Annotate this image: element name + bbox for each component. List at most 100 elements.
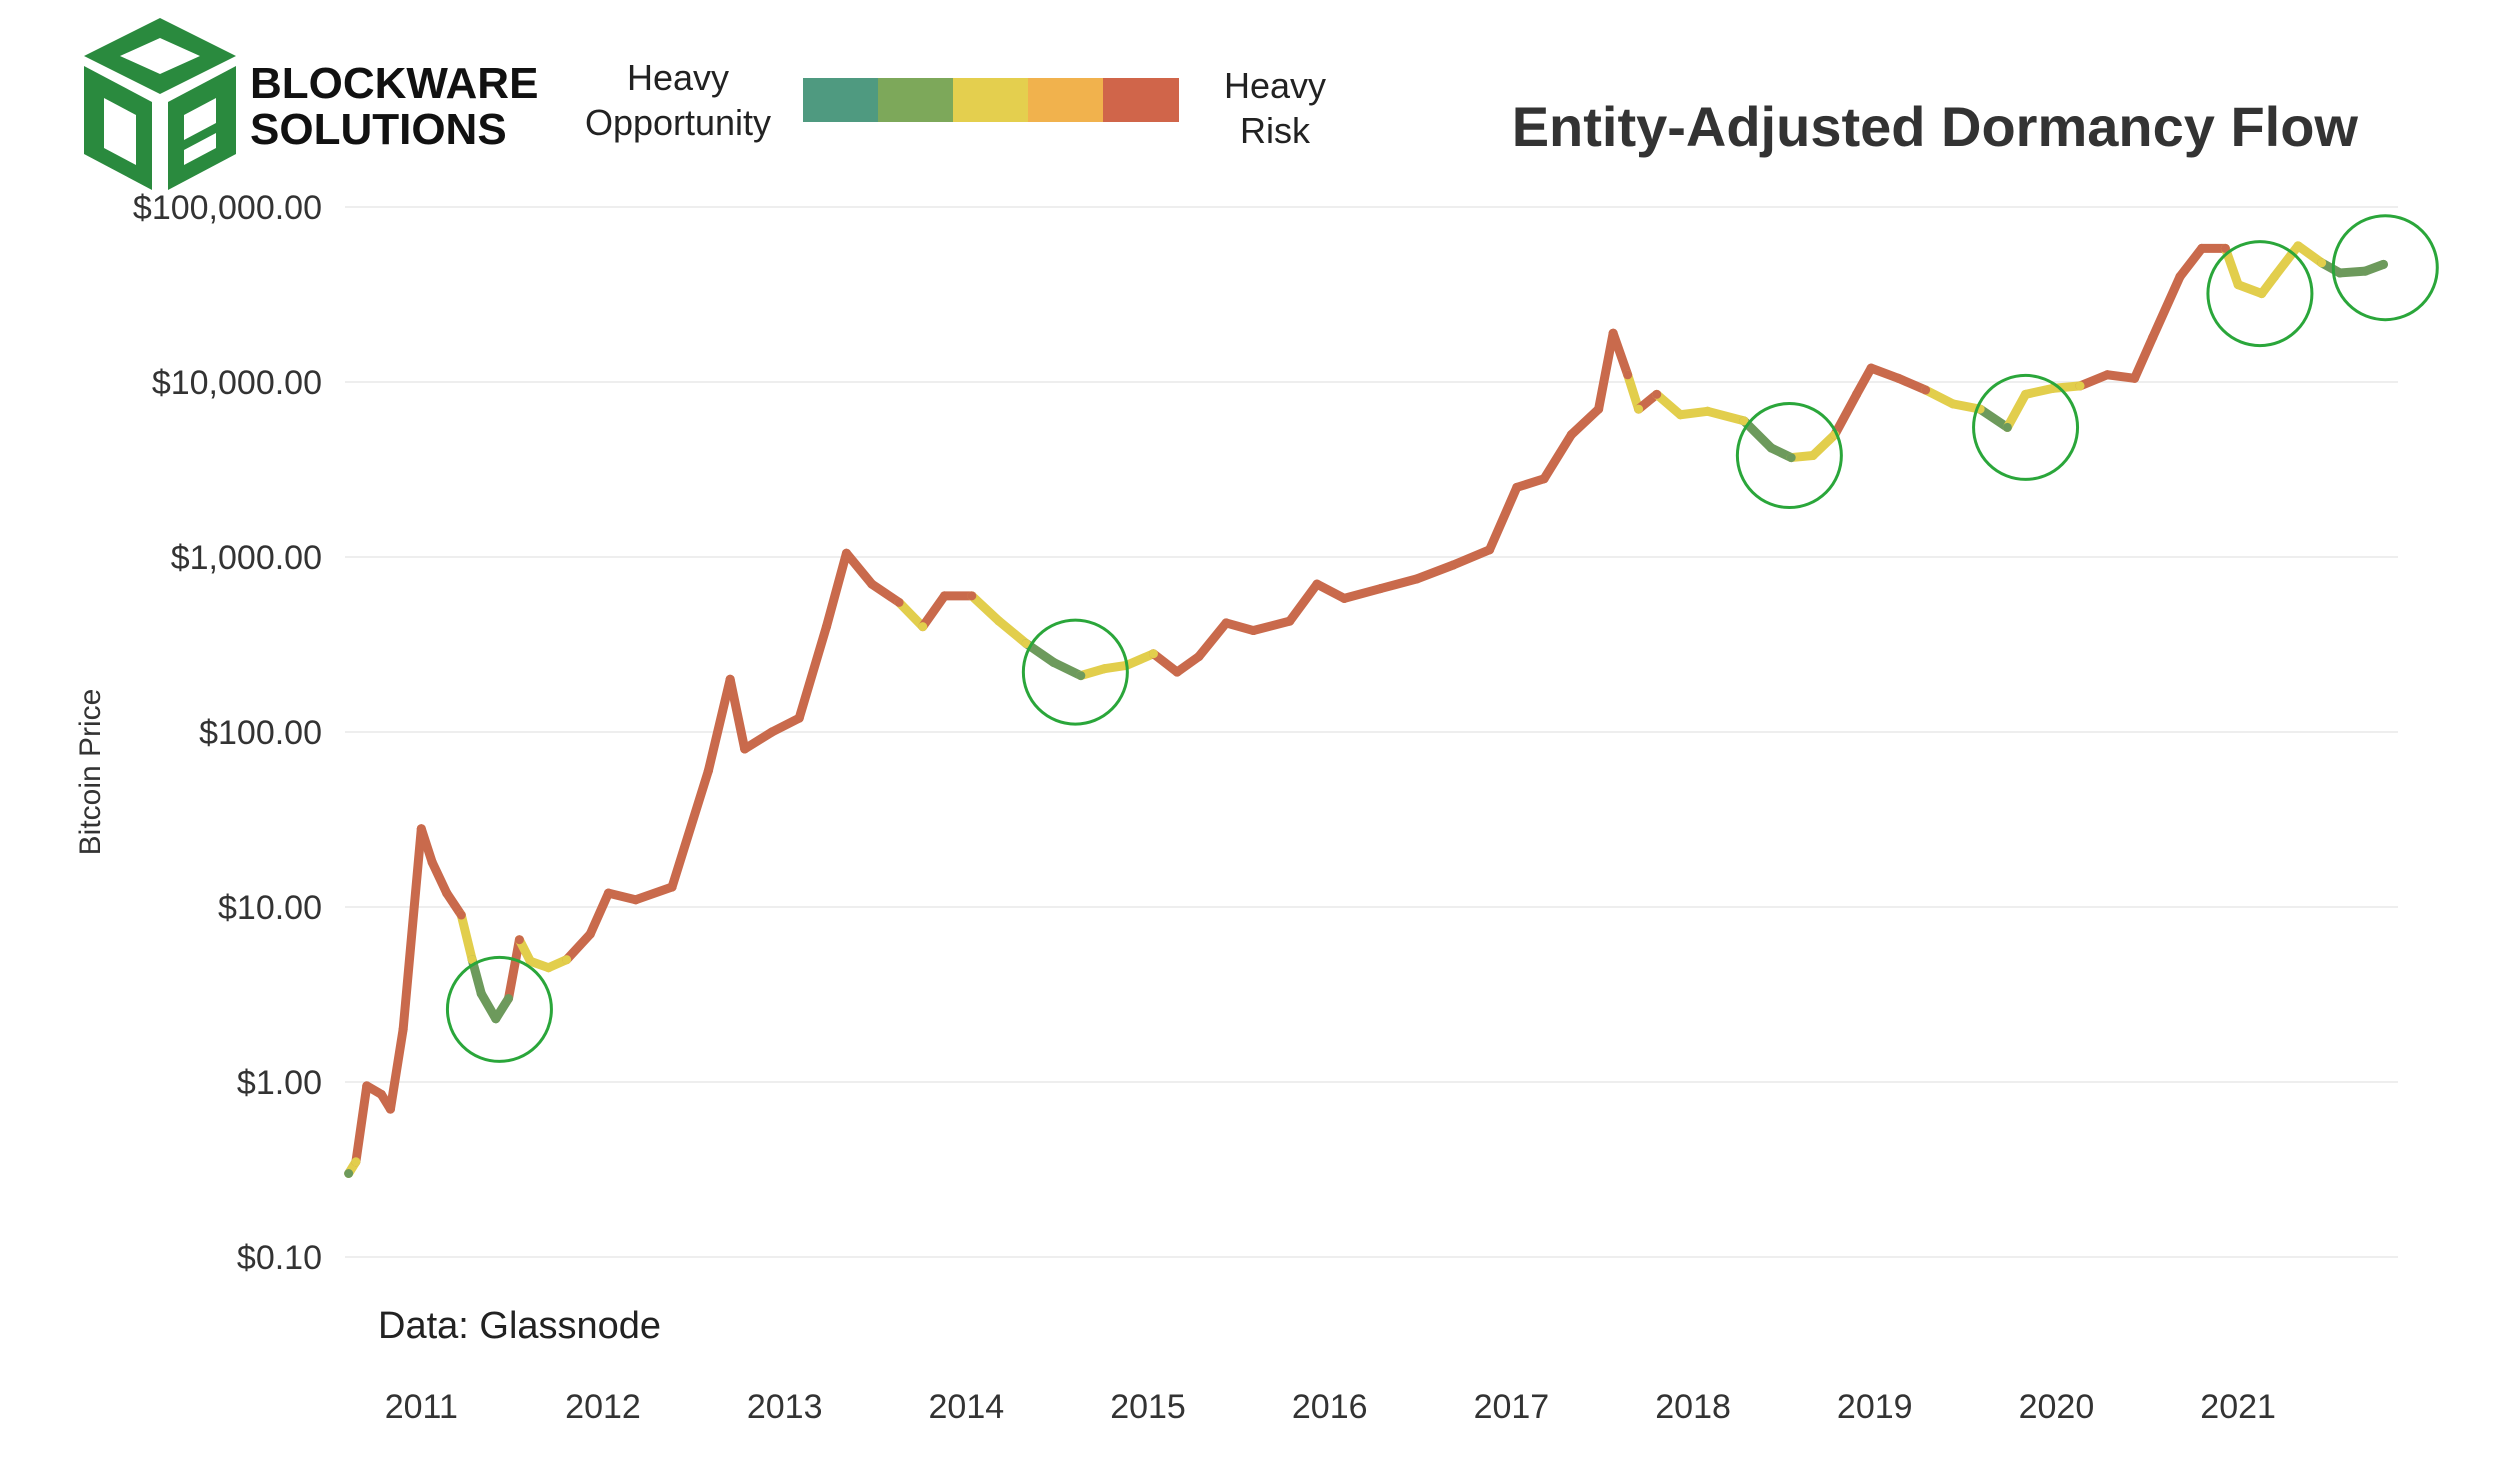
- x-tick-label: 2019: [1837, 1388, 1913, 1426]
- price-segment-risk: [821, 548, 851, 632]
- price-point: [1566, 430, 1576, 440]
- price-point: [1539, 474, 1549, 484]
- y-tick-label: $100.00: [199, 714, 322, 752]
- price-point: [1948, 399, 1958, 409]
- price-point: [525, 956, 535, 966]
- x-tick-label: 2018: [1655, 1388, 1731, 1426]
- price-segment-neutral: [994, 616, 1031, 649]
- price-segment-neutral: [2293, 241, 2327, 268]
- price-segment-risk: [1852, 363, 1876, 399]
- price-point: [1608, 328, 1618, 338]
- price-point: [1808, 451, 1818, 461]
- price-segment-risk: [1412, 560, 1458, 584]
- x-tick-label: 2011: [385, 1388, 458, 1426]
- x-tick-label: 2015: [1110, 1388, 1186, 1426]
- price-point: [667, 882, 677, 892]
- price-point: [2378, 259, 2388, 269]
- price-point: [967, 591, 977, 601]
- price-segment-risk: [703, 674, 735, 776]
- price-point: [362, 1081, 372, 1091]
- price-point: [1634, 404, 1644, 414]
- price-segment-risk: [1312, 579, 1349, 603]
- legend-swatch-3: [1028, 78, 1104, 122]
- price-point: [543, 963, 553, 973]
- price-segment-neutral: [1921, 385, 1958, 409]
- price-segment-risk: [385, 1024, 408, 1114]
- price-segment-neutral: [967, 591, 1004, 626]
- gridlines: [345, 206, 2398, 1258]
- price-point: [918, 622, 928, 632]
- price-point: [504, 994, 514, 1004]
- price-point: [2220, 243, 2230, 253]
- legend-left-label-2: Opportunity: [585, 102, 771, 143]
- price-point: [1893, 373, 1903, 383]
- price-point: [1021, 639, 1031, 649]
- x-tick-label: 2012: [565, 1388, 641, 1426]
- x-tick-label: 2016: [1292, 1388, 1368, 1426]
- price-segment-neutral: [1675, 406, 1713, 420]
- price-point: [821, 622, 831, 632]
- price-point: [2075, 381, 2085, 391]
- price-point: [514, 935, 524, 945]
- y-tick-label: $10,000.00: [152, 364, 322, 402]
- price-segment-risk: [416, 824, 437, 867]
- price-segment-risk: [2102, 370, 2140, 383]
- price-point: [1675, 410, 1685, 420]
- price-point: [385, 1104, 395, 1114]
- price-segment-risk: [1285, 579, 1322, 626]
- price-segment-neutral: [1948, 399, 1985, 414]
- price-point: [1148, 649, 1158, 659]
- price-segment-risk: [1539, 430, 1576, 484]
- price-point: [794, 713, 804, 723]
- price-segment-neutral: [1652, 389, 1685, 420]
- price-point: [585, 929, 595, 939]
- price-segment-risk: [1830, 389, 1862, 440]
- legend-swatch-1: [878, 78, 954, 122]
- price-point: [2102, 370, 2112, 380]
- y-tick-label: $1.00: [237, 1064, 322, 1102]
- price-segment-risk: [867, 579, 904, 607]
- legend-swatch-2: [953, 78, 1029, 122]
- legend-color-bar: [803, 78, 1179, 122]
- price-point: [1766, 443, 1776, 453]
- x-tick-label: 2013: [747, 1388, 823, 1426]
- opportunity-circle-1: [1021, 618, 1129, 726]
- y-tick-label: $0.10: [237, 1239, 322, 1277]
- price-point: [491, 1014, 501, 1024]
- price-segment-neutral: [1121, 649, 1158, 670]
- price-segment-risk: [667, 766, 713, 892]
- legend-right-label-2: Risk: [1240, 110, 1311, 151]
- price-point: [1194, 652, 1204, 662]
- price-point: [1512, 482, 1522, 492]
- x-tick-label: 2014: [929, 1388, 1005, 1426]
- price-segment-neutral: [1703, 406, 1749, 426]
- price-segment-risk: [631, 882, 677, 905]
- price-point: [1049, 657, 1059, 667]
- price-point: [467, 955, 477, 965]
- price-point: [940, 591, 950, 601]
- price-segment-risk: [740, 727, 777, 754]
- price-segment-risk: [1248, 616, 1295, 636]
- price-segment-neutral: [2021, 383, 2058, 399]
- opportunity-circles: [445, 214, 2439, 1063]
- x-tick-label: 2017: [1474, 1388, 1550, 1426]
- price-point: [1221, 618, 1231, 628]
- x-tick-label: 2020: [2019, 1388, 2095, 1426]
- price-segment-neutral: [894, 597, 928, 632]
- x-axis-ticks: 2011 2012 2013 2014 2015 2016 2017 2018 2019 2020…: [385, 1388, 2276, 1426]
- price-segment-risk: [1608, 328, 1633, 380]
- price-point: [476, 989, 486, 999]
- price-point: [2317, 258, 2327, 268]
- price-segment-opportunity: [1049, 657, 1086, 681]
- y-axis-ticks: $0.10 $1.00 $10.00 $100.00 $1,000.00 $10,000.…: [133, 189, 322, 1277]
- y-tick-label: $10.00: [218, 889, 322, 927]
- logo-line-1: BLOCKWARE: [250, 59, 538, 108]
- price-series: [344, 241, 2388, 1179]
- price-point: [1921, 385, 1931, 395]
- price-point: [1376, 584, 1386, 594]
- price-segment-risk: [1893, 373, 1931, 395]
- price-point: [1623, 370, 1633, 380]
- price-point: [562, 955, 572, 965]
- price-point: [1739, 416, 1749, 426]
- opportunity-circle-4: [2206, 240, 2314, 348]
